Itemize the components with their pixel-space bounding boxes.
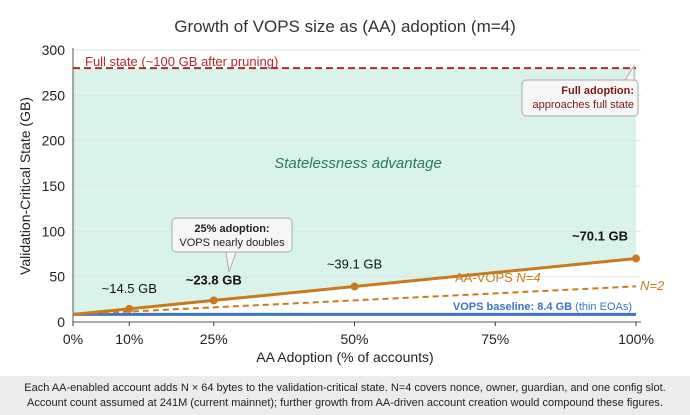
- callout-tail: [624, 64, 635, 81]
- chart: Growth of VOPS size as (AA) adoption (m=…: [17, 17, 665, 365]
- point-label: ~14.5 GB: [102, 281, 157, 296]
- series-label-n2: N=2: [640, 278, 665, 293]
- callout-text: VOPS nearly doubles: [179, 237, 285, 249]
- y-tick-label: 0: [57, 314, 65, 330]
- point-label: ~70.1 GB: [572, 228, 628, 243]
- y-tick-label: 200: [42, 133, 66, 149]
- x-tick-label: 50%: [340, 331, 368, 347]
- region-label: Statelessness advantage: [274, 155, 442, 172]
- data-point: [209, 296, 218, 305]
- y-tick-label: 250: [42, 87, 66, 103]
- callout-title: Full adoption:: [561, 85, 634, 97]
- y-tick-label: 50: [49, 269, 65, 285]
- y-tick-label: 300: [42, 42, 66, 58]
- data-point: [632, 254, 640, 263]
- callout-title: 25% adoption:: [194, 223, 269, 235]
- point-label: ~23.8 GB: [186, 272, 242, 287]
- x-axis-label: AA Adoption (% of accounts): [256, 349, 433, 365]
- x-tick-label: 75%: [481, 331, 509, 347]
- x-tick-label: 100%: [618, 331, 654, 347]
- caption: Each AA-enabled account adds N × 64 byte…: [0, 376, 690, 415]
- callout-text: approaches full state: [532, 99, 634, 111]
- x-tick-label: 25%: [200, 331, 228, 347]
- caption-line-2: Account count assumed at 241M (current m…: [27, 397, 663, 409]
- point-label: ~39.1 GB: [327, 257, 382, 272]
- baseline-label: VOPS baseline: 8.4 GB (thin EOAs): [453, 301, 632, 313]
- series-label-n4: AA-VOPS N=4: [455, 270, 541, 285]
- y-tick-label: 150: [42, 178, 66, 194]
- x-tick-label: 10%: [115, 331, 143, 347]
- full-state-label: Full state (~100 GB after pruning): [85, 54, 278, 69]
- callout-tail: [225, 251, 237, 273]
- data-point: [125, 304, 134, 313]
- y-tick-label: 100: [42, 223, 66, 239]
- series-line: [72, 285, 637, 316]
- callout-box: [521, 79, 639, 117]
- caption-line-1: Each AA-enabled account adds N × 64 byte…: [24, 382, 666, 394]
- statelessness-region: [73, 68, 636, 315]
- chart-title: Growth of VOPS size as (AA) adoption (m=…: [174, 17, 516, 36]
- x-tick-label: 0%: [63, 331, 83, 347]
- data-point: [350, 282, 359, 291]
- y-axis-label: Validation-Critical State (GB): [17, 97, 33, 275]
